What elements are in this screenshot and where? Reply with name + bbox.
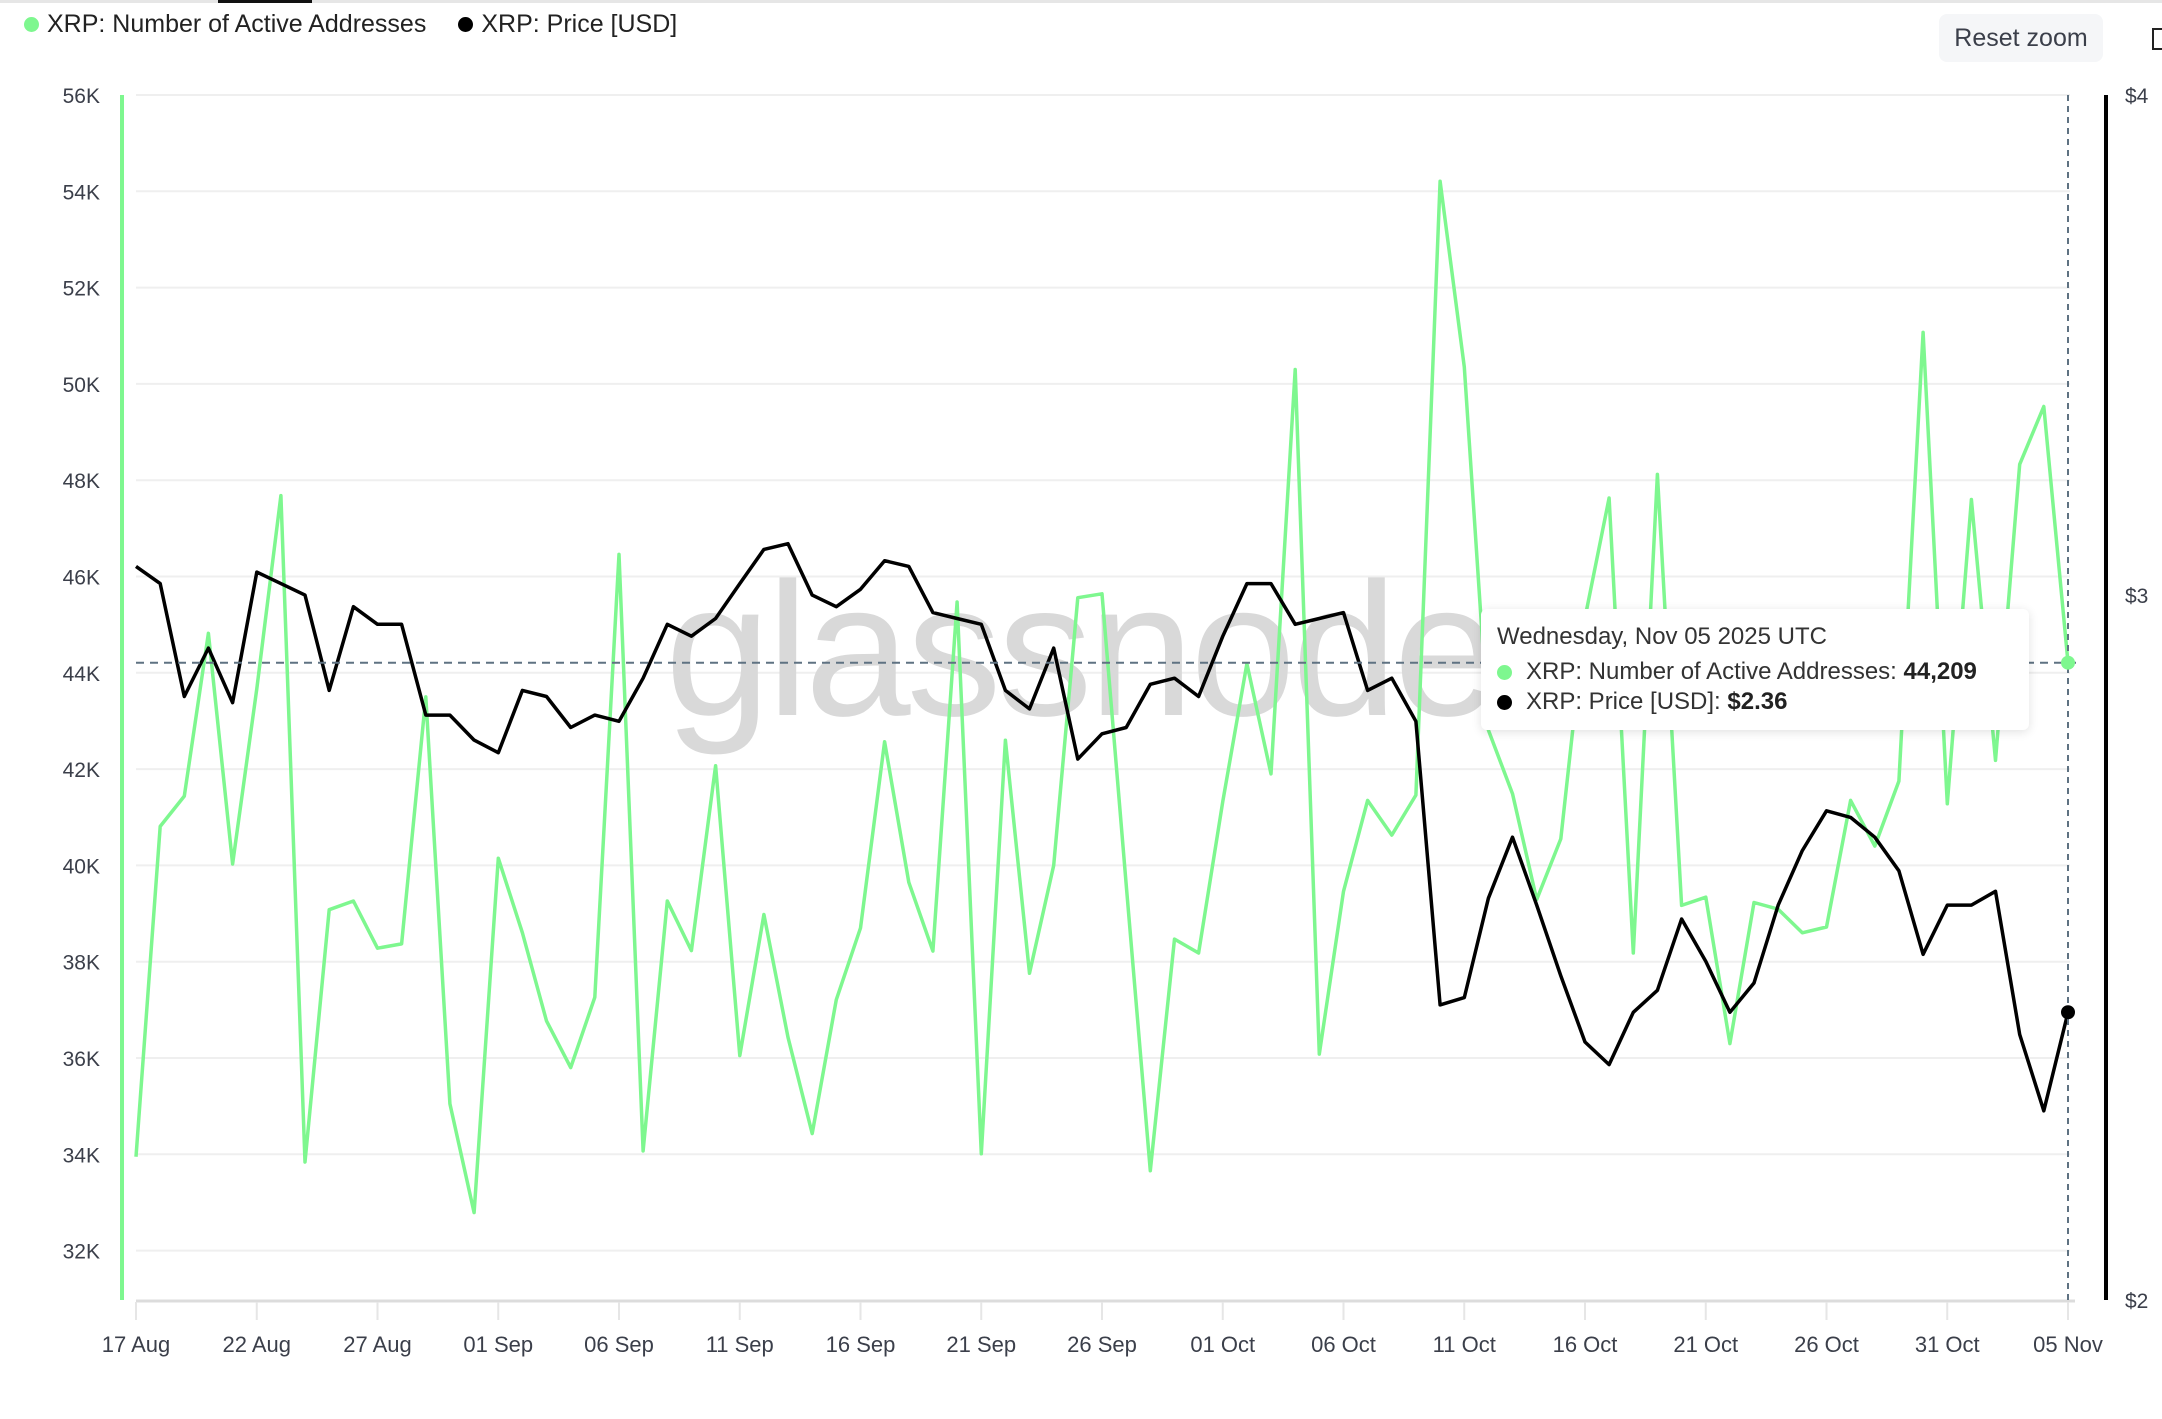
y-tick-label: 48K: [63, 470, 100, 493]
black-dot-icon: [1497, 694, 1512, 710]
y2-tick-label: $4: [2125, 85, 2149, 108]
y-tick-label: 38K: [63, 952, 100, 975]
top-border: [0, 0, 2162, 3]
y-tick-label: 34K: [63, 1144, 100, 1167]
black-dot-icon: [458, 17, 474, 32]
x-tick-label: 17 Aug: [102, 1332, 171, 1357]
y2-tick-label: $2: [2125, 1290, 2148, 1313]
crosshair: [136, 95, 2080, 1300]
tooltip-value: $2.36: [1727, 688, 1788, 715]
x-tick-label: 11 Sep: [706, 1332, 774, 1357]
reset-zoom-button[interactable]: Reset zoom: [1939, 14, 2103, 62]
x-tick-label: 26 Oct: [1794, 1332, 1859, 1357]
green-dot-icon: [1497, 664, 1512, 680]
tooltip: Wednesday, Nov 05 2025 UTC XRP: Number o…: [1481, 609, 2029, 730]
y-tick-label: 52K: [63, 278, 100, 301]
tooltip-row-active-addresses: XRP: Number of Active Addresses: 44,209: [1497, 657, 2013, 687]
y-tick-label: 56K: [63, 85, 100, 108]
legend-item-price[interactable]: XRP: Price [USD]: [458, 10, 677, 39]
x-tick-label: 01 Oct: [1190, 1332, 1255, 1357]
menu-icon[interactable]: [2152, 28, 2162, 50]
price-line: [134, 541, 2070, 1113]
x-tick-label: 16 Oct: [1553, 1332, 1618, 1357]
x-tick-label: 01 Sep: [463, 1332, 533, 1357]
x-tick-label: 31 Oct: [1915, 1332, 1980, 1357]
watermark-logo: glassnode: [665, 544, 1495, 756]
legend-item-active-addresses[interactable]: XRP: Number of Active Addresses: [24, 10, 426, 39]
x-axis: 17 Aug 22 Aug 27 Aug 01 Sep 06 Sep 11 Sep 16 S…: [102, 1299, 2103, 1357]
y-tick-label: 54K: [63, 181, 100, 204]
y-tick-label: 40K: [63, 855, 100, 878]
y-tick-label: 50K: [63, 374, 100, 397]
crosshair-point-price: [2061, 1005, 2075, 1020]
green-dot-icon: [24, 17, 39, 32]
x-tick-label: 21 Sep: [946, 1332, 1016, 1357]
tooltip-value: 44,209: [1903, 658, 1977, 685]
x-tick-label: 05 Nov: [2033, 1332, 2103, 1357]
tooltip-date: Wednesday, Nov 05 2025 UTC: [1497, 623, 1827, 650]
y-tick-label: 32K: [63, 1241, 100, 1264]
active-tab-indicator: [218, 0, 312, 3]
active-addresses-line: [134, 179, 2070, 1215]
tooltip-label: XRP: Number of Active Addresses:: [1526, 658, 1897, 685]
y-tick-label: 36K: [63, 1048, 100, 1071]
legend-label-price: XRP: Price [USD]: [481, 10, 678, 38]
right-y-axis: $4 $3 $2: [2125, 85, 2149, 1313]
legend-label-active-addresses: XRP: Number of Active Addresses: [47, 10, 427, 38]
x-tick-label: 06 Oct: [1311, 1332, 1376, 1357]
x-tick-label: 16 Sep: [826, 1332, 896, 1357]
y2-tick-label: $3: [2125, 585, 2148, 608]
y-tick-label: 46K: [63, 567, 100, 590]
left-y-axis: 56K 54K 52K 50K 48K 46K 44K 42K 40K 38K 36K 34K 32K: [63, 85, 100, 1264]
tooltip-label: XRP: Price [USD]:: [1526, 688, 1721, 715]
x-tick-label: 27 Aug: [343, 1332, 412, 1357]
y-tick-label: 44K: [63, 663, 100, 686]
x-tick-label: 11 Oct: [1433, 1332, 1496, 1357]
tooltip-row-price: XRP: Price [USD]: $2.36: [1497, 687, 2013, 717]
x-tick-label: 26 Sep: [1067, 1332, 1137, 1357]
x-tick-label: 22 Aug: [222, 1332, 291, 1357]
x-tick-label: 21 Oct: [1673, 1332, 1738, 1357]
y-tick-label: 42K: [63, 759, 100, 782]
chart-legend: XRP: Number of Active Addresses XRP: Pri…: [24, 10, 677, 39]
gridlines: [136, 94, 2070, 1252]
x-tick-label: 06 Sep: [584, 1332, 654, 1357]
crosshair-point-active-addresses: [2061, 655, 2075, 670]
